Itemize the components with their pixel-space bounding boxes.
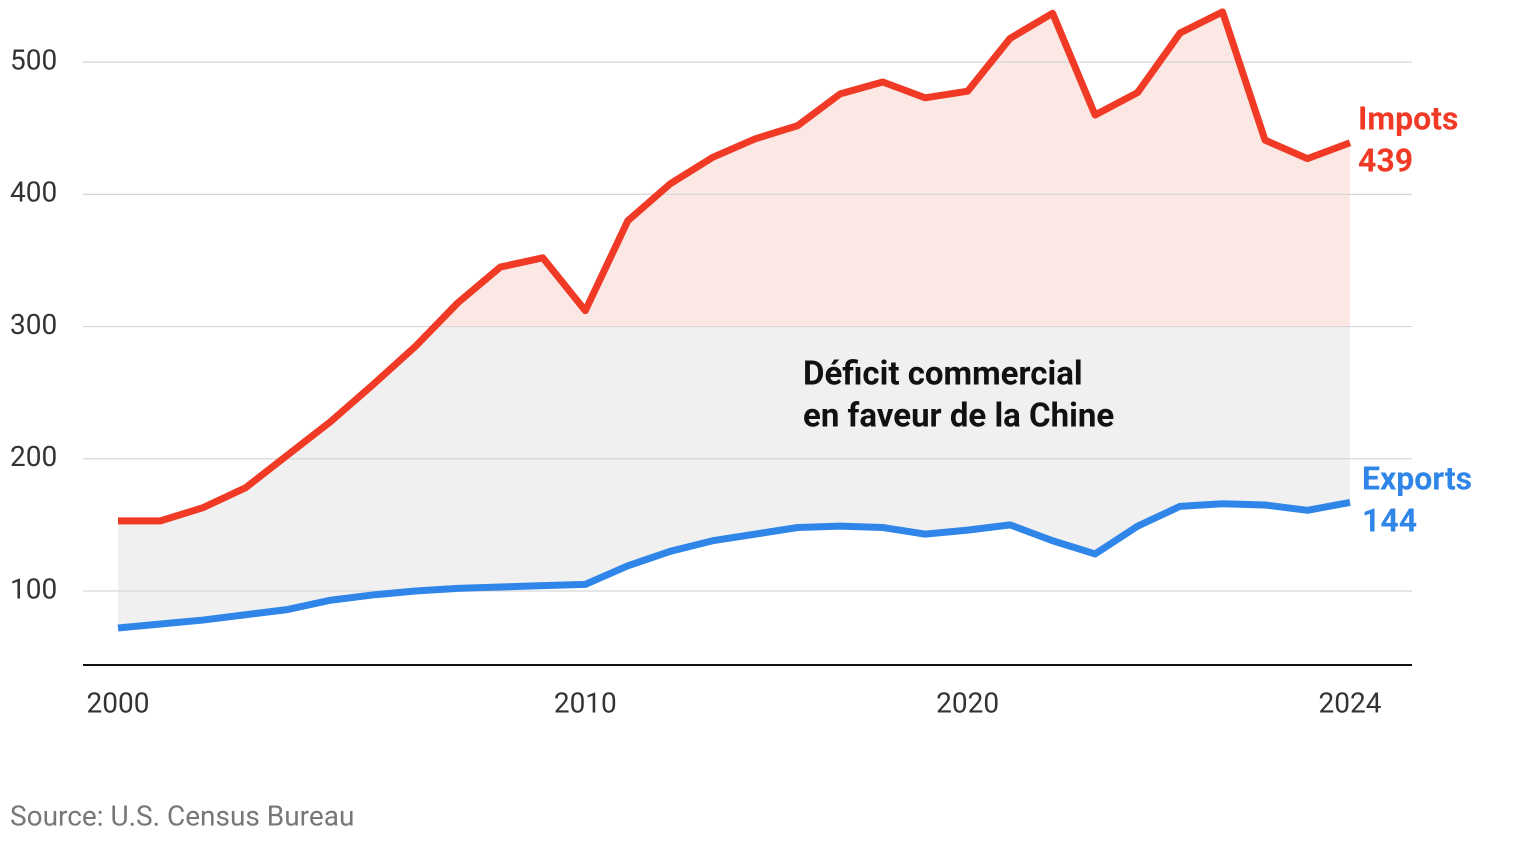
areas: [118, 11, 1350, 628]
source: Source: U.S. Census Bureau: [10, 799, 354, 832]
y-tick-label: 500: [10, 44, 57, 77]
x-tick-label: 2010: [554, 686, 617, 719]
highlight-area: [434, 11, 1350, 327]
annotation: en faveur de la Chine: [803, 397, 1114, 436]
y-tick-label: 200: [10, 440, 57, 473]
series-line: [117, 498, 1351, 632]
x-tick-label: 2000: [87, 686, 150, 719]
series-label: Impots: [1358, 99, 1458, 137]
series-end-value: 439: [1358, 141, 1413, 179]
y-tick-label: 300: [10, 308, 57, 341]
y-tick-label: 100: [10, 572, 57, 605]
series-line: [118, 8, 1352, 525]
x-tick-label: 2024: [1319, 686, 1382, 719]
series-label: Exports: [1362, 459, 1472, 497]
grid: 100 200 300 400 500 2000 2010 2020 2024: [10, 44, 1412, 719]
lines: Impots 439 Exports 144: [117, 8, 1472, 632]
series-end-value: 144: [1362, 501, 1417, 539]
x-tick-label: 2020: [936, 686, 999, 719]
annotation: Déficit commercial: [803, 355, 1083, 394]
y-tick-label: 400: [10, 176, 57, 209]
